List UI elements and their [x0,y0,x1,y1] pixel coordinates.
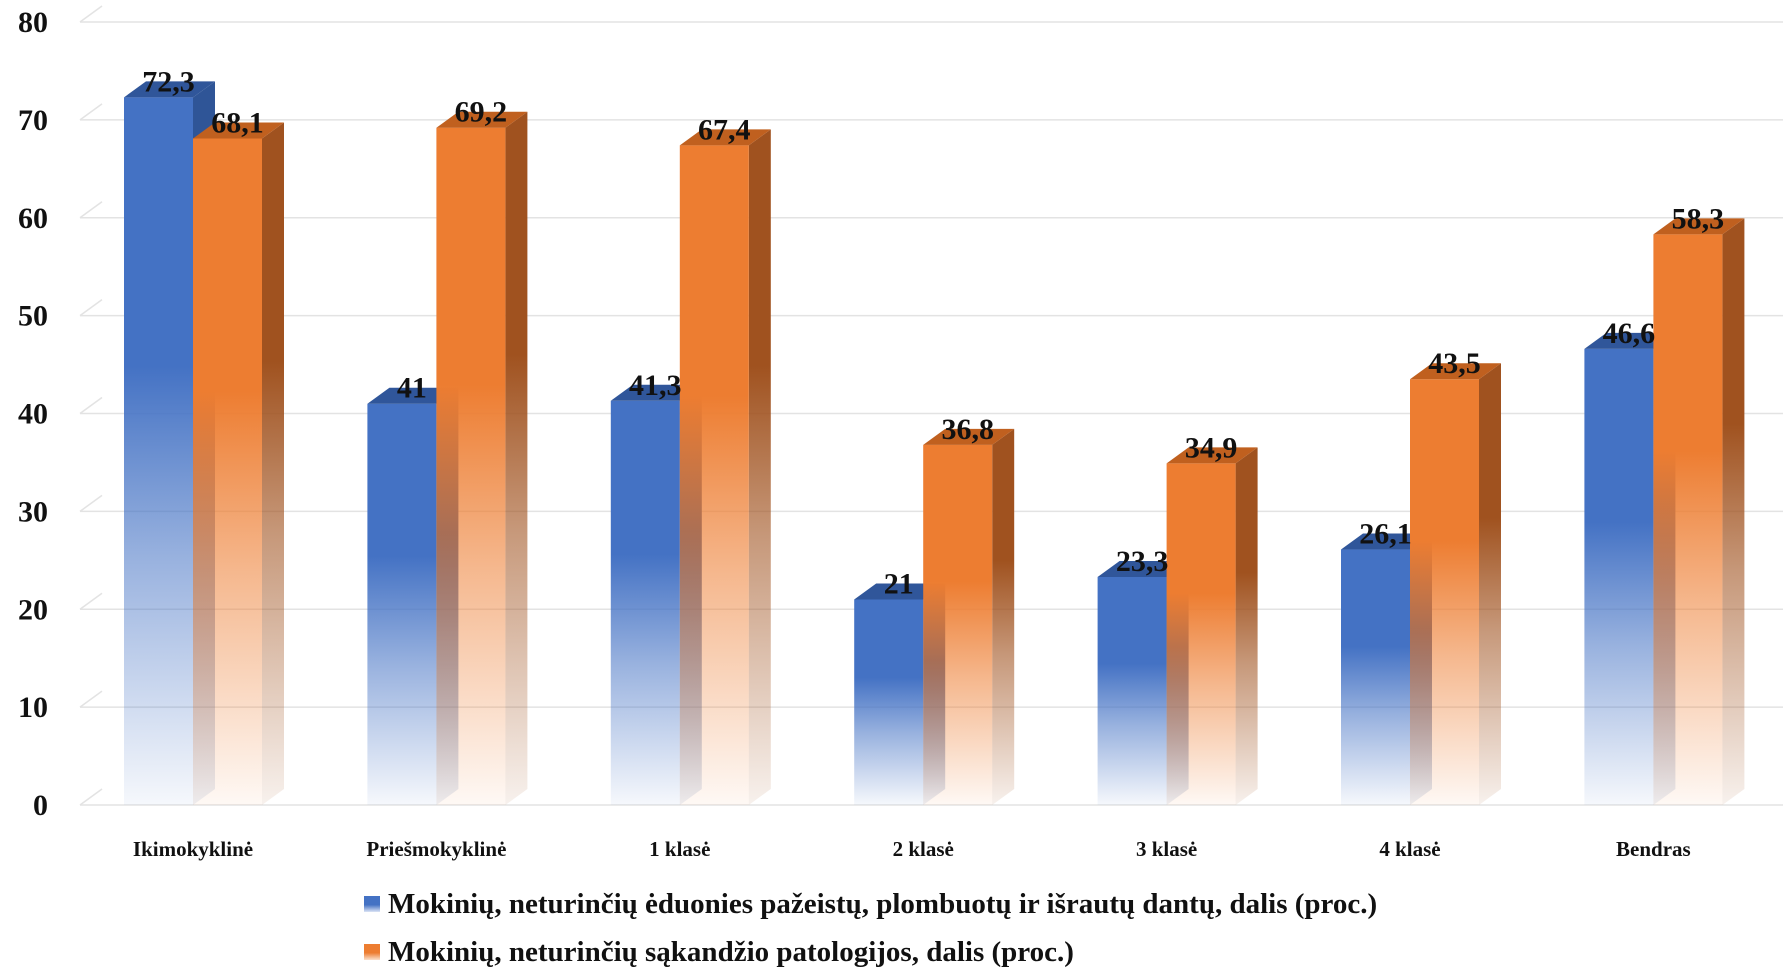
gridline-depth [79,494,103,512]
bar-orange [193,122,284,805]
y-tick-label: 0 [33,789,48,822]
x-tick-label: Priešmokyklinė [366,837,506,861]
bar-top [610,384,702,401]
bar-top [1584,332,1676,349]
bar-side [1722,218,1745,806]
gridline-depth [79,103,103,121]
bar-front [1410,379,1479,805]
bar-top [124,81,215,98]
bar-front [436,127,506,805]
gridline-depth [79,396,103,415]
y-tick-label: 10 [18,691,48,724]
bar-side [1479,363,1501,805]
x-tick-label: 1 klasė [649,837,710,861]
gridline-depth [79,592,103,610]
x-tick-label: 4 klasė [1379,837,1440,861]
y-tick-label: 80 [18,6,48,39]
legend-swatch-blue [364,896,380,912]
bars [124,81,1745,806]
y-tick-label: 70 [18,104,48,137]
bar-orange [436,111,528,805]
bar-top [923,428,1015,445]
bar-side [1235,447,1258,805]
data-labels: 72,3 68,1 41 69,2 41,3 67,4 21 36,8 23,3 34,9 26,1… [142,65,1724,600]
bar-front [679,145,749,805]
bar-side [505,111,528,805]
bar-top [1166,447,1258,464]
bar-front [367,403,437,805]
bar-front [1584,348,1654,805]
data-label: 26,1 [1359,518,1412,551]
legend-label: Mokinių, neturinčių sąkandžio patologijo… [388,935,1074,968]
bar-orange [1410,363,1501,805]
bar-top [1097,560,1189,577]
bar-top [367,387,459,404]
data-label: 69,2 [455,96,508,129]
x-tick-label: Bendras [1616,837,1691,861]
bar-front [124,97,193,805]
bar-front [610,400,680,805]
data-label: 43,5 [1428,347,1481,380]
legend: Mokinių, neturinčių ėduonies pažeistų, p… [364,880,1377,976]
legend-item-series-2: Mokinių, neturinčių sąkandžio patologijo… [364,928,1377,976]
gridline-depth [79,5,103,23]
y-tick-label: 40 [18,398,48,431]
data-label: 41 [397,372,427,405]
bar-top [1410,363,1501,380]
gridline-depth [79,201,103,219]
x-tick-label: Ikimokyklinė [133,837,253,861]
bar-orange [679,129,771,805]
bar-front [923,444,993,805]
bar-front [193,138,262,805]
x-tick-label: 3 klasė [1136,837,1197,861]
data-label: 23,3 [1116,545,1169,578]
bar-top [854,583,946,600]
data-label: 46,6 [1603,317,1656,350]
bar-orange [1166,447,1258,805]
data-label: 72,3 [142,65,195,98]
data-label: 21 [884,567,914,600]
bar-side [262,122,284,805]
bar-top [193,122,284,139]
y-axis-ticks: 0 10 20 30 40 50 60 70 80 [18,6,48,822]
bar-top [436,111,528,128]
data-label: 68,1 [211,106,264,139]
bar-orange [1653,218,1745,806]
legend-swatch-orange [364,944,380,960]
bar-top [679,129,771,146]
legend-item-series-1: Mokinių, neturinčių ėduonies pažeistų, p… [364,880,1377,928]
y-tick-label: 50 [18,300,48,333]
x-axis-ticks: Ikimokyklinė Priešmokyklinė 1 klasė 2 klasė… [133,837,1691,861]
bar-side [748,129,771,805]
bar-top [1653,218,1745,235]
data-label: 41,3 [629,369,682,402]
gridline-depth [79,299,103,317]
data-label: 36,8 [941,413,994,446]
bar-front [854,599,924,805]
data-label: 67,4 [698,113,751,146]
bar-front [1653,234,1723,806]
bar-front [1166,463,1236,805]
bar-front [1341,549,1410,805]
bar-front [1097,576,1167,805]
x-tick-label: 2 klasė [893,837,954,861]
bar-top [1341,533,1432,550]
bar-side [992,428,1015,805]
gridline-depth [79,788,103,806]
y-tick-label: 60 [18,202,48,235]
data-label: 34,9 [1185,431,1238,464]
y-tick-label: 30 [18,495,48,528]
bar-orange [923,428,1015,805]
legend-label: Mokinių, neturinčių ėduonies pažeistų, p… [388,887,1378,920]
gridline-depth [79,690,103,708]
y-tick-label: 20 [18,593,48,626]
data-label: 58,3 [1672,202,1725,235]
